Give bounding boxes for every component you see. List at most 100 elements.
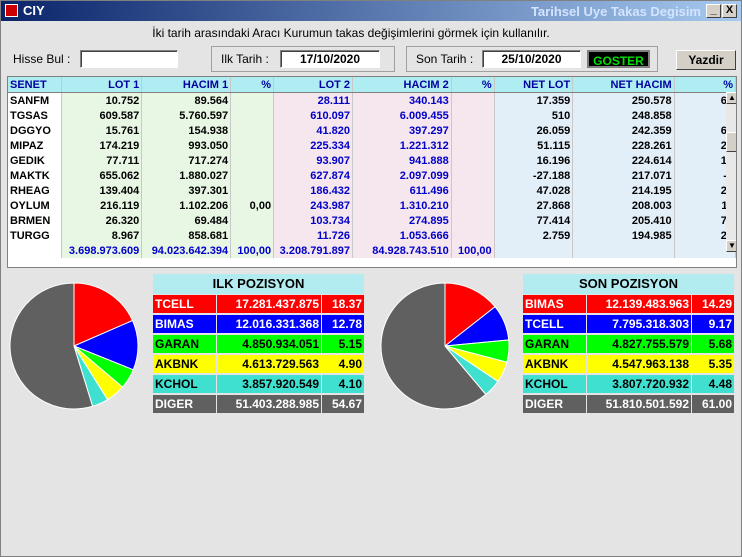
position-percent: 9.17	[692, 315, 734, 333]
position-percent: 4.10	[322, 375, 364, 393]
table-row[interactable]: BRMEN 26.320 69.484 103.734 274.895 77.414 205…	[8, 213, 736, 228]
value-cell: 216.119	[61, 198, 143, 213]
value-cell: 51.115	[494, 138, 574, 153]
goster-button[interactable]: GOSTER	[587, 50, 650, 68]
stock-name: TCELL	[523, 315, 586, 333]
ilk-pozisyon-row: BIMAS 12.016.331.368 12.78	[153, 315, 364, 333]
column-header: %	[230, 77, 275, 93]
minimize-button[interactable]: _	[706, 4, 721, 18]
scroll-down-icon[interactable]: ▼	[726, 240, 736, 252]
value-cell: 217.071	[572, 168, 675, 183]
son-pozisyon-row: BIMAS 12.139.483.963 14.29	[523, 295, 734, 313]
ilk-pozisyon-row: KCHOL 3.857.920.549 4.10	[153, 375, 364, 393]
position-value: 51.810.501.592	[587, 395, 691, 413]
ilk-pozisyon-row: DIGER 51.403.288.985 54.67	[153, 395, 364, 413]
table-row[interactable]: TURGG 8.967 858.681 11.726 1.053.666 2.759 194…	[8, 228, 736, 243]
value-cell	[230, 138, 275, 153]
takas-table: SENET LOT 1 HACIM 1% LOT 2 HACIM 2% NET LOT NE…	[8, 77, 736, 258]
value-cell: 397.301	[141, 183, 232, 198]
position-value: 3.857.920.549	[217, 375, 321, 393]
grid-scrollbar[interactable]: ▲ ▼	[726, 92, 736, 252]
value-cell	[451, 213, 495, 228]
position-value: 17.281.437.875	[217, 295, 321, 313]
close-button[interactable]: X	[722, 4, 737, 18]
column-header: %	[674, 77, 736, 93]
window-title: CIY	[23, 3, 45, 18]
value-cell: 208.003	[572, 198, 675, 213]
value-cell: 47.028	[494, 183, 574, 198]
pie-slice-tcell	[73, 282, 134, 347]
scroll-thumb[interactable]	[726, 132, 736, 152]
stock-name: BIMAS	[523, 295, 586, 313]
stock-name: AKBNK	[523, 355, 586, 373]
value-cell: 194.985	[572, 228, 675, 243]
hisse-bul-input[interactable]	[80, 50, 178, 68]
value-cell: 611.496	[352, 183, 452, 198]
value-cell: 186.432	[273, 183, 354, 198]
stock-name: TCELL	[153, 295, 216, 313]
value-cell: 627.874	[273, 168, 354, 183]
value-cell: 139.404	[61, 183, 143, 198]
value-cell	[230, 183, 275, 198]
value-cell: 26.320	[61, 213, 143, 228]
column-header: LOT 1	[61, 77, 143, 93]
scroll-up-icon[interactable]: ▲	[726, 92, 736, 104]
value-cell: 941.888	[352, 153, 452, 168]
value-cell: 1.102.206	[141, 198, 232, 213]
column-header: HACIM 1	[141, 77, 232, 93]
value-cell: 397.297	[352, 123, 452, 138]
value-cell: 77.414	[494, 213, 574, 228]
table-row[interactable]: RHEAG 139.404 397.301 186.432 611.496 47.028 2…	[8, 183, 736, 198]
son-tarih-group	[406, 46, 658, 72]
grid-header-row: SENET LOT 1 HACIM 1% LOT 2 HACIM 2% NET LOT NE…	[8, 77, 736, 93]
value-cell: 16.196	[494, 153, 574, 168]
position-value: 7.795.318.303	[587, 315, 691, 333]
value-cell: 2.097.099	[352, 168, 452, 183]
value-cell: 340.143	[352, 92, 452, 108]
column-header: NET LOT	[494, 77, 574, 93]
ilk-tarih-label: Ilk Tarih :	[221, 52, 269, 66]
ilk-pozisyon-row: TCELL 17.281.437.875 18.37	[153, 295, 364, 313]
window-subtitle: Tarihsel Uye Takas Degisim	[530, 4, 701, 19]
value-cell: 15.761	[61, 123, 143, 138]
position-percent: 61.00	[692, 395, 734, 413]
table-row[interactable]: SANFM 10.752 89.564 28.111 340.143 17.359 250.…	[8, 92, 736, 108]
value-cell: 228.261	[572, 138, 675, 153]
table-row[interactable]: DGGYO 15.761 154.938 41.820 397.297 26.059 242…	[8, 123, 736, 138]
table-row[interactable]: MIPAZ 174.219 993.050 225.334 1.221.312 51.11…	[8, 138, 736, 153]
column-header: %	[451, 77, 495, 93]
value-cell: 993.050	[141, 138, 232, 153]
table-row[interactable]: TGSAS 609.587 5.760.597 610.097 6.009.455 510…	[8, 108, 736, 123]
value-cell: 28.111	[273, 92, 354, 108]
position-percent: 4.48	[692, 375, 734, 393]
value-cell: 154.938	[141, 123, 232, 138]
column-header: HACIM 2	[352, 77, 452, 93]
table-row[interactable]: GEDIK 77.711 717.274 93.907 941.888 16.196 224…	[8, 153, 736, 168]
yazdir-button[interactable]: Yazdir	[676, 50, 736, 70]
value-cell: 1.053.666	[352, 228, 452, 243]
value-cell: 1.310.210	[352, 198, 452, 213]
ilk-pozisyon-title: ILK POZISYON	[153, 274, 364, 294]
symbol-cell: TGSAS	[8, 108, 63, 123]
total-cell: 100,00	[451, 243, 495, 258]
table-row[interactable]: MAKTK 655.062 1.880.027 627.874 2.097.099 -27…	[8, 168, 736, 183]
value-cell: 205.410	[572, 213, 675, 228]
position-value: 51.403.288.985	[217, 395, 321, 413]
description-text: İki tarih arasındaki Aracı Kurumun takas…	[152, 26, 550, 40]
value-cell: 609.587	[61, 108, 143, 123]
value-cell: 174.219	[61, 138, 143, 153]
value-cell: 225.334	[273, 138, 354, 153]
son-tarih-input[interactable]: 25/10/2020	[482, 50, 581, 68]
value-cell: 69.484	[141, 213, 232, 228]
value-cell: 243.987	[273, 198, 354, 213]
son-pozisyon-pie-chart	[380, 282, 510, 410]
ilk-tarih-input[interactable]: 17/10/2020	[280, 50, 380, 68]
value-cell	[451, 138, 495, 153]
value-cell: 858.681	[141, 228, 232, 243]
table-row[interactable]: OYLUM 216.119 1.102.206 0,00 243.987 1.310.21…	[8, 198, 736, 213]
position-percent: 5.35	[692, 355, 734, 373]
position-percent: 12.78	[322, 315, 364, 333]
value-cell: -4	[674, 168, 736, 183]
son-pozisyon-row: GARAN 4.827.755.579 5.68	[523, 335, 734, 353]
position-percent: 5.15	[322, 335, 364, 353]
